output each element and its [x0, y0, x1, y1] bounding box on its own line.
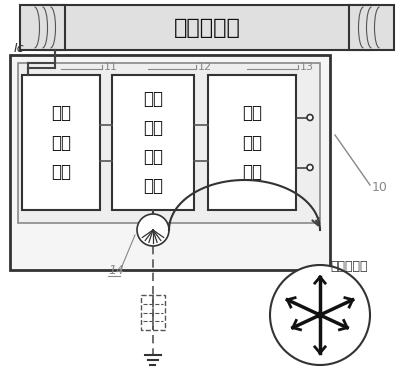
Circle shape	[269, 265, 369, 365]
Polygon shape	[112, 75, 194, 210]
Text: 10: 10	[371, 180, 387, 194]
Text: 13: 13	[299, 62, 313, 72]
Polygon shape	[207, 75, 295, 210]
Circle shape	[137, 214, 169, 246]
Text: 第一
滤波
模块: 第一 滤波 模块	[51, 104, 71, 181]
Text: 第一
取能
模块: 第一 取能 模块	[242, 104, 261, 181]
FancyBboxPatch shape	[20, 5, 65, 50]
FancyBboxPatch shape	[43, 5, 370, 50]
Polygon shape	[22, 75, 100, 210]
Circle shape	[316, 312, 322, 318]
Text: 多电极结构: 多电极结构	[329, 260, 367, 273]
Polygon shape	[10, 55, 329, 270]
Circle shape	[306, 164, 312, 171]
Circle shape	[306, 114, 312, 121]
Text: 第一
控制
辅助
模块: 第一 控制 辅助 模块	[142, 90, 163, 195]
Text: 直流输电线: 直流输电线	[173, 17, 240, 38]
Text: Ic: Ic	[14, 42, 24, 55]
Polygon shape	[18, 63, 319, 223]
Text: 11: 11	[104, 62, 118, 72]
Text: 12: 12	[197, 62, 211, 72]
FancyBboxPatch shape	[348, 5, 393, 50]
Text: 14: 14	[108, 265, 124, 277]
